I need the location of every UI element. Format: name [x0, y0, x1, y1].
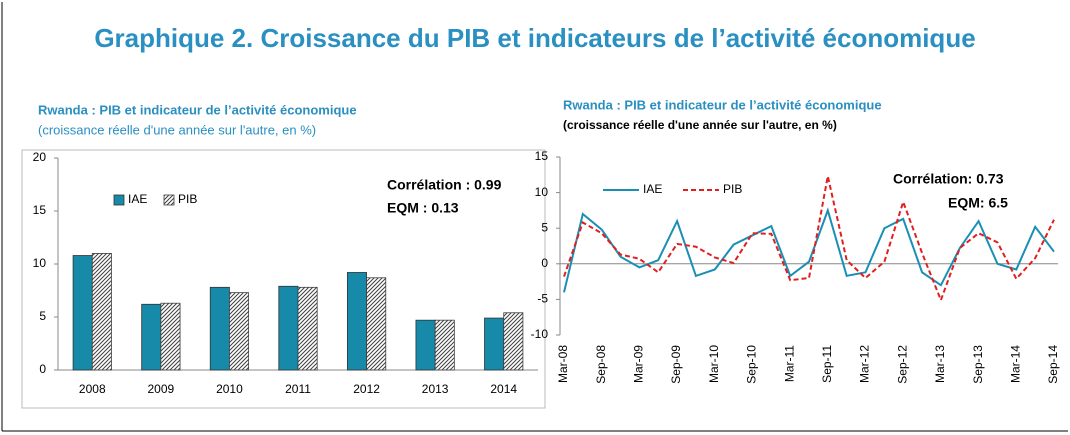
bar — [141, 303, 162, 371]
chart-subtitle: (croissance réelle d'une année sur l'aut… — [563, 118, 837, 132]
y-tick-label: 0 — [39, 362, 46, 376]
x-tick-label: Mar-11 — [782, 345, 796, 382]
x-tick-label: 2014 — [490, 382, 517, 396]
bar — [297, 286, 318, 371]
x-tick-label: Mar-09 — [632, 345, 646, 383]
bar — [278, 285, 299, 371]
legend-label: PIB — [723, 182, 742, 196]
chart-box — [21, 149, 546, 409]
annotation: EQM : 0.13 — [387, 200, 459, 216]
legend-swatch — [163, 194, 175, 206]
y-tick-label: 5 — [39, 309, 46, 323]
bar — [415, 319, 436, 371]
bar — [229, 292, 250, 371]
x-tick-label: 2012 — [353, 382, 380, 396]
bar — [91, 252, 112, 371]
series-line — [563, 207, 1055, 293]
bar — [434, 319, 455, 371]
y-tick-label: -10 — [531, 327, 549, 341]
annotation: Corrélation: 0.73 — [893, 171, 1004, 187]
x-tick-label: 2009 — [148, 382, 175, 396]
x-tick-label: Mar-12 — [858, 345, 872, 383]
legend-label: IAE — [643, 182, 662, 196]
x-tick-label: Mar-10 — [707, 345, 721, 383]
bar — [366, 277, 387, 371]
legend-label: PIB — [178, 192, 197, 206]
annotation: Corrélation : 0.99 — [387, 177, 502, 193]
chart-subtitle: (croissance réelle d'une année sur l'aut… — [38, 122, 316, 137]
annotation: EQM: 6.5 — [948, 195, 1008, 211]
page-title: Graphique 2. Croissance du PIB et indica… — [94, 23, 975, 53]
bar — [160, 302, 181, 371]
x-tick-label: 2013 — [422, 382, 449, 396]
y-tick-label: -5 — [537, 292, 548, 306]
x-tick-label: Sep-08 — [594, 345, 608, 384]
y-tick-label: 10 — [535, 185, 549, 199]
legend-label: IAE — [128, 192, 147, 206]
x-tick-label: 2011 — [285, 382, 311, 396]
x-tick-label: Sep-12 — [895, 345, 909, 384]
bar — [346, 272, 367, 371]
x-tick-label: Mar-13 — [933, 345, 947, 383]
x-tick-label: Sep-14 — [1046, 345, 1060, 384]
chart-title: Rwanda : PIB et indicateur de l’activité… — [38, 102, 357, 117]
x-tick-label: Sep-13 — [971, 345, 985, 384]
x-tick-label: Mar-08 — [556, 345, 570, 383]
y-tick-label: 5 — [541, 220, 548, 234]
bar — [209, 286, 230, 371]
x-tick-label: 2010 — [216, 382, 243, 396]
y-tick-label: 0 — [541, 256, 548, 270]
x-tick-label: 2008 — [79, 382, 106, 396]
y-tick-label: 20 — [33, 150, 47, 164]
y-tick-label: 15 — [33, 203, 47, 217]
x-tick-label: Sep-09 — [669, 345, 683, 384]
bar — [72, 255, 93, 371]
x-tick-label: Mar-14 — [1008, 345, 1022, 383]
y-tick-label: 15 — [535, 149, 549, 163]
legend-swatch — [113, 194, 125, 206]
x-tick-label: Sep-10 — [745, 345, 759, 384]
bar — [484, 317, 505, 371]
y-tick-label: 10 — [33, 256, 47, 270]
chart-title: Rwanda : PIB et indicateur de l’activité… — [563, 97, 882, 112]
x-tick-label: Sep-11 — [820, 345, 834, 383]
bar — [503, 312, 524, 371]
